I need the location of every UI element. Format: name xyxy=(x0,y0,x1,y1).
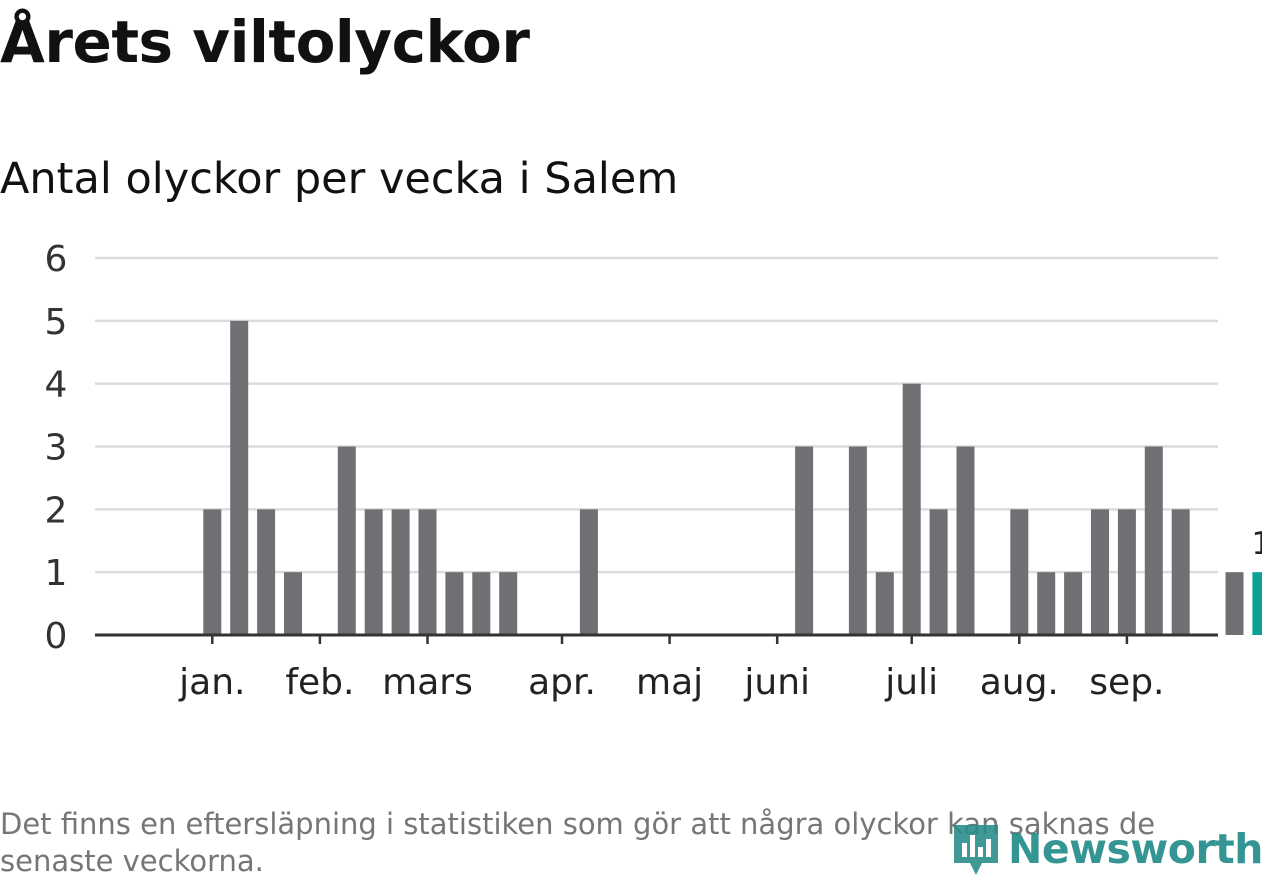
x-tick-label: jan. xyxy=(178,662,245,703)
y-tick-label: 2 xyxy=(45,490,68,531)
data-label: 1 xyxy=(1252,526,1262,562)
bar xyxy=(284,572,302,635)
x-tick-label: feb. xyxy=(285,662,354,703)
y-tick-label: 5 xyxy=(45,302,68,343)
annotations: 1 xyxy=(1252,526,1262,562)
chart-title: Årets viltolyckor xyxy=(0,8,530,76)
bar xyxy=(1171,509,1190,635)
bar xyxy=(875,572,894,635)
y-tick-label: 0 xyxy=(45,616,68,657)
x-tick-label: maj xyxy=(636,662,703,703)
gridlines xyxy=(95,256,1218,574)
chart-subtitle: Antal olyckor per vecka i Salem xyxy=(0,154,679,204)
bar xyxy=(203,509,222,635)
bar xyxy=(230,320,249,635)
x-tick-label: aug. xyxy=(980,662,1059,703)
bar xyxy=(391,509,410,635)
bar xyxy=(1144,446,1163,635)
bar xyxy=(1037,572,1056,635)
bar xyxy=(902,383,921,635)
bar xyxy=(956,446,975,635)
x-axis-labels: jan. feb. mars apr. maj juni juli aug. sep. xyxy=(178,662,1164,703)
newsworthy-logo-icon xyxy=(954,825,998,875)
bar xyxy=(848,446,867,635)
bars xyxy=(203,320,1262,635)
bar xyxy=(1064,572,1083,635)
bar xyxy=(795,446,814,635)
y-tick-label: 1 xyxy=(45,553,68,594)
x-tick-label: apr. xyxy=(528,662,596,703)
x-tick-label: juni xyxy=(743,662,810,703)
y-axis-labels: 0 1 2 3 4 5 6 xyxy=(45,239,68,657)
bar xyxy=(499,572,518,635)
bar xyxy=(418,509,437,635)
bar xyxy=(257,509,276,635)
logo-text: Newsworthy xyxy=(1008,825,1262,873)
newsworthy-logo: Newsworthy xyxy=(950,818,1262,880)
bar-highlight xyxy=(1252,572,1262,635)
x-axis-ticks xyxy=(211,635,1129,644)
bar xyxy=(472,572,491,635)
bar xyxy=(1091,509,1109,635)
bar xyxy=(579,509,598,635)
x-tick-label: mars xyxy=(382,662,473,703)
bar xyxy=(1117,509,1136,635)
y-tick-label: 4 xyxy=(45,365,68,406)
bar xyxy=(929,509,948,635)
bar xyxy=(1010,509,1029,635)
x-tick-label: juli xyxy=(884,662,938,703)
x-tick-label: sep. xyxy=(1089,662,1164,703)
bar xyxy=(1225,572,1244,635)
bar xyxy=(337,446,356,635)
bar xyxy=(364,509,383,635)
y-tick-label: 3 xyxy=(45,428,68,469)
bar xyxy=(445,572,464,635)
y-tick-label: 6 xyxy=(45,239,68,280)
